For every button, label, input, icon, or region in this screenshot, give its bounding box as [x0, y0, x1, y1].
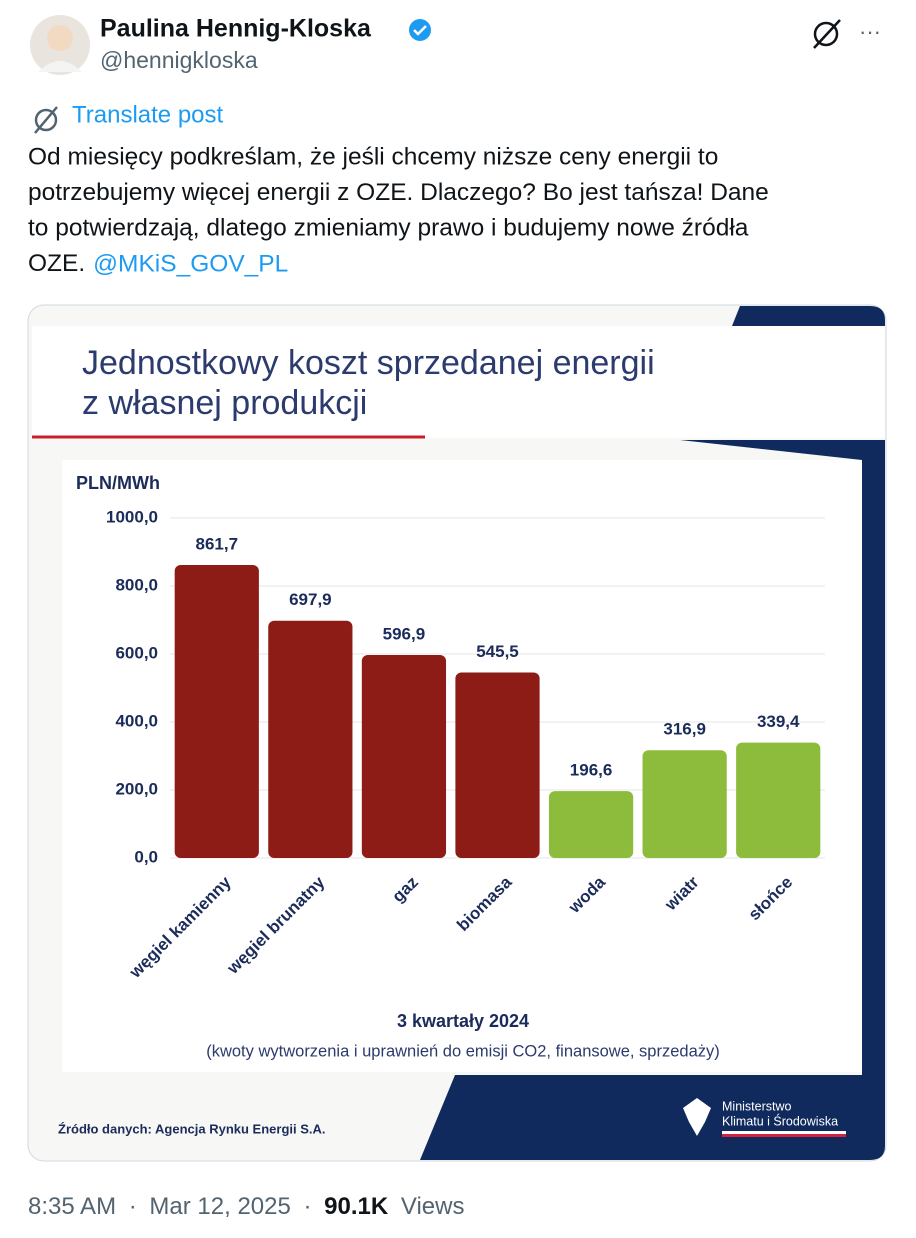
side-band	[680, 440, 885, 1075]
y-tick-label: 400,0	[115, 711, 158, 730]
bar	[736, 742, 821, 858]
avatar-body	[38, 61, 82, 72]
title-panel	[32, 326, 885, 438]
value-label: 596,9	[383, 625, 426, 644]
views-label: Views	[401, 1193, 465, 1220]
source: Źródło danych: Agencja Rynku Energii S.A…	[58, 1121, 326, 1136]
chart-note: (kwoty wytworzenia i uprawnień do emisji…	[206, 1042, 720, 1060]
post-text-line: to potwierdzają, dlatego zmieniamy prawo…	[28, 214, 749, 241]
views-count: 90.1K	[324, 1193, 389, 1220]
verified-badge	[409, 19, 431, 41]
mention[interactable]: @MKiS_GOV_PL	[93, 250, 288, 277]
translate-icon-slash	[34, 106, 58, 134]
value-label: 697,9	[289, 590, 332, 609]
y-axis-label: PLN/MWh	[76, 473, 160, 493]
bottom-band	[420, 1075, 885, 1160]
y-tick-label: 600,0	[115, 643, 158, 662]
logo-text: Klimatu i Środowiska	[722, 1113, 838, 1128]
value-label: 316,9	[663, 720, 706, 739]
post-text-line: OZE.	[28, 250, 85, 277]
avatar-face	[47, 25, 73, 51]
post-date[interactable]: Mar 12, 2025	[149, 1193, 290, 1220]
post-time[interactable]: 8:35 AM	[28, 1193, 116, 1220]
bar	[361, 655, 447, 858]
chart-title: z własnej produkcji	[82, 384, 367, 422]
value-label: 545,5	[476, 642, 519, 661]
y-tick-label: 1000,0	[106, 507, 158, 526]
verified-check	[413, 25, 427, 36]
author-handle[interactable]: @hennigkloska	[100, 47, 258, 73]
y-tick-label: 200,0	[115, 779, 158, 798]
y-tick-label: 800,0	[115, 575, 158, 594]
value-label: 861,7	[196, 535, 239, 554]
value-label: 339,4	[757, 712, 800, 731]
more-button[interactable]: ···	[859, 19, 881, 44]
translate-link[interactable]: Translate post	[72, 101, 224, 128]
bar	[455, 672, 540, 858]
eagle-logo	[683, 1098, 711, 1136]
post-text-line: potrzebujemy więcej energii z OZE. Dlacz…	[28, 179, 769, 206]
bar	[268, 620, 353, 858]
value-label: 196,6	[570, 761, 613, 780]
bar	[174, 565, 259, 858]
separator: ·	[304, 1193, 312, 1220]
post-text-line: Od miesięcy podkreślam, że jeśli chcemy …	[28, 143, 718, 170]
bar	[548, 791, 634, 858]
separator: ·	[129, 1193, 137, 1220]
author-name[interactable]: Paulina Hennig-Kloska	[100, 15, 372, 43]
translate-icon	[34, 108, 58, 132]
chart-title: Jednostkowy koszt sprzedanej energii	[82, 344, 655, 382]
footer: 8:35 AM · Mar 12, 2025 · 90.1K Views	[28, 1193, 464, 1220]
logo-text: Ministerstwo	[722, 1099, 792, 1113]
y-tick-label: 0,0	[134, 847, 158, 866]
x-axis-title: 3 kwartały 2024	[397, 1011, 529, 1031]
logo-flag	[722, 1131, 846, 1134]
grok-icon[interactable]	[813, 21, 839, 47]
bar	[642, 750, 727, 858]
logo-flag	[722, 1134, 846, 1137]
grok-icon-slash	[813, 19, 841, 49]
corner-shape	[732, 306, 885, 326]
